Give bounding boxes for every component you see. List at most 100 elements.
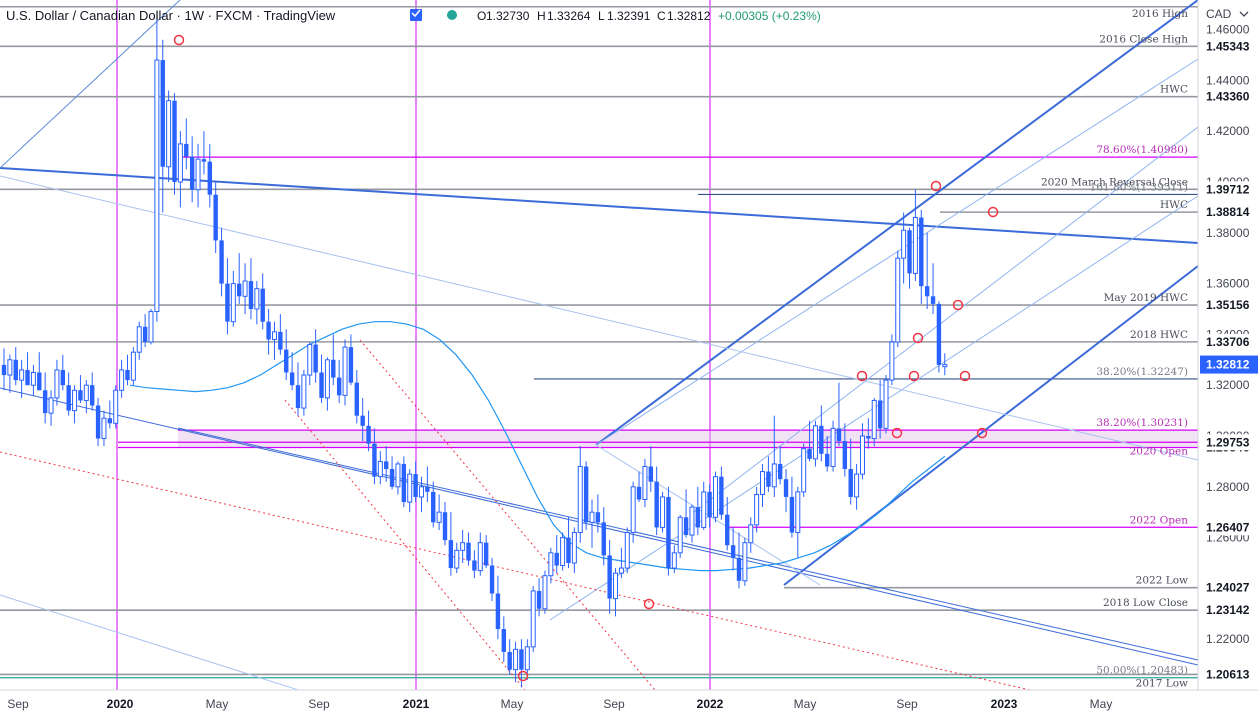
candle-body-down bbox=[13, 359, 18, 381]
candle-body-up bbox=[418, 486, 424, 498]
level-price-tag-text: 1.24027 bbox=[1206, 581, 1250, 595]
level-label: 2018 HWC bbox=[1130, 329, 1188, 341]
candle-body-up bbox=[177, 143, 183, 183]
candle bbox=[866, 418, 871, 449]
candle bbox=[189, 136, 195, 203]
candle bbox=[113, 385, 119, 429]
flag-icon[interactable] bbox=[410, 9, 422, 21]
level-labels: 2016 High 2016 Close High HWC 78.60%(1.4098… bbox=[1041, 8, 1188, 689]
candle bbox=[801, 443, 807, 497]
candle-body-down bbox=[372, 443, 377, 477]
candle-body-up bbox=[771, 463, 777, 488]
candle-body-down bbox=[877, 400, 883, 429]
candle-body-down bbox=[825, 453, 830, 467]
last-price-tag bbox=[1200, 355, 1258, 374]
candle-body-down bbox=[60, 369, 65, 386]
level-price-tag-text: 1.26407 bbox=[1206, 520, 1250, 534]
candle bbox=[172, 93, 177, 195]
candle-body-down bbox=[848, 469, 853, 497]
candle bbox=[260, 273, 265, 330]
candle-body-down bbox=[936, 303, 942, 365]
symbol-title[interactable]: U.S. Dollar / Canadian Dollar · 1W · FXC… bbox=[6, 8, 336, 23]
candle bbox=[736, 532, 742, 589]
candle-body-up bbox=[477, 542, 483, 572]
candle bbox=[942, 353, 948, 376]
currency-label[interactable]: CAD bbox=[1206, 7, 1232, 21]
price-tick-label: 1.28000 bbox=[1206, 480, 1250, 494]
chevron-down-icon[interactable] bbox=[1239, 11, 1249, 17]
level-label: 2017 Low bbox=[1136, 677, 1188, 689]
time-axis-bg bbox=[0, 690, 1258, 716]
horizontal-levels bbox=[0, 0, 1198, 690]
level-price-tag bbox=[1200, 434, 1258, 451]
low-value: 1.32391 bbox=[607, 9, 651, 23]
candle bbox=[207, 143, 212, 208]
moving-average-line bbox=[129, 321, 946, 572]
candle bbox=[19, 359, 25, 398]
candle-body-down bbox=[95, 405, 101, 439]
candle-body-up bbox=[530, 590, 536, 648]
candle bbox=[90, 372, 95, 411]
candle bbox=[336, 359, 342, 403]
candle-body-down bbox=[648, 466, 653, 482]
candle-body-up bbox=[436, 511, 442, 523]
candle-body-up bbox=[560, 537, 566, 567]
candle bbox=[630, 481, 636, 543]
candle-body-down bbox=[566, 537, 571, 563]
candle bbox=[119, 359, 125, 398]
candle bbox=[748, 517, 754, 553]
candle bbox=[425, 466, 430, 503]
moving-average bbox=[129, 321, 946, 572]
level-price-tag-text: 1.38814 bbox=[1206, 205, 1250, 219]
candle-body-down bbox=[783, 479, 789, 497]
candle-body-down bbox=[719, 476, 724, 515]
time-tick-label: May bbox=[501, 697, 524, 711]
candle bbox=[548, 547, 554, 584]
candle-body-up bbox=[660, 496, 666, 528]
candle-body-down bbox=[348, 347, 354, 383]
candle-body-down bbox=[213, 194, 218, 241]
candle bbox=[148, 309, 154, 345]
candle-body-down bbox=[583, 466, 589, 523]
pivot-marker bbox=[908, 370, 920, 382]
candle bbox=[671, 545, 677, 574]
price-tick-label: 1.22000 bbox=[1206, 632, 1250, 646]
price-axis[interactable]: 1.460001.440001.420001.400001.380001.360… bbox=[1197, 0, 1258, 716]
candle-body-up bbox=[48, 397, 54, 414]
candle-body-up bbox=[754, 493, 760, 526]
candle bbox=[237, 253, 242, 304]
market-status-icon bbox=[447, 10, 457, 20]
close-label: C bbox=[657, 9, 666, 23]
candle bbox=[366, 410, 371, 452]
candle bbox=[689, 504, 695, 543]
trend-line-dotted bbox=[0, 451, 1031, 691]
time-axis[interactable]: Sep 2020 May Sep 2021 May Sep 2022 May Sep 2023 May bbox=[0, 689, 1258, 716]
price-tick-label: 1.44000 bbox=[1206, 73, 1250, 87]
candle bbox=[184, 118, 189, 170]
candle bbox=[448, 512, 454, 576]
candle bbox=[895, 250, 901, 348]
candle-body-up bbox=[712, 476, 718, 518]
candle-body-up bbox=[460, 542, 466, 551]
candle bbox=[836, 382, 842, 447]
pivot-marker bbox=[643, 598, 655, 610]
level-price-tag bbox=[1200, 38, 1258, 55]
level-price-tag-text: 1.35156 bbox=[1206, 298, 1250, 312]
level-price-tag bbox=[1200, 181, 1258, 198]
candle-body-up bbox=[7, 359, 13, 376]
candle-body-down bbox=[466, 542, 471, 561]
candle-body-up bbox=[701, 491, 707, 528]
candle bbox=[613, 568, 619, 617]
candle bbox=[642, 458, 648, 508]
candle bbox=[760, 463, 766, 508]
candle bbox=[924, 232, 930, 309]
candle bbox=[319, 354, 324, 403]
candle-body-up bbox=[630, 486, 636, 534]
level-label: 2016 Close High bbox=[1099, 33, 1188, 45]
candle bbox=[571, 527, 577, 574]
candle-body-down bbox=[319, 372, 324, 398]
high-label: H bbox=[537, 9, 546, 23]
candle-body-down bbox=[495, 593, 501, 630]
candle-body-down bbox=[442, 512, 448, 541]
